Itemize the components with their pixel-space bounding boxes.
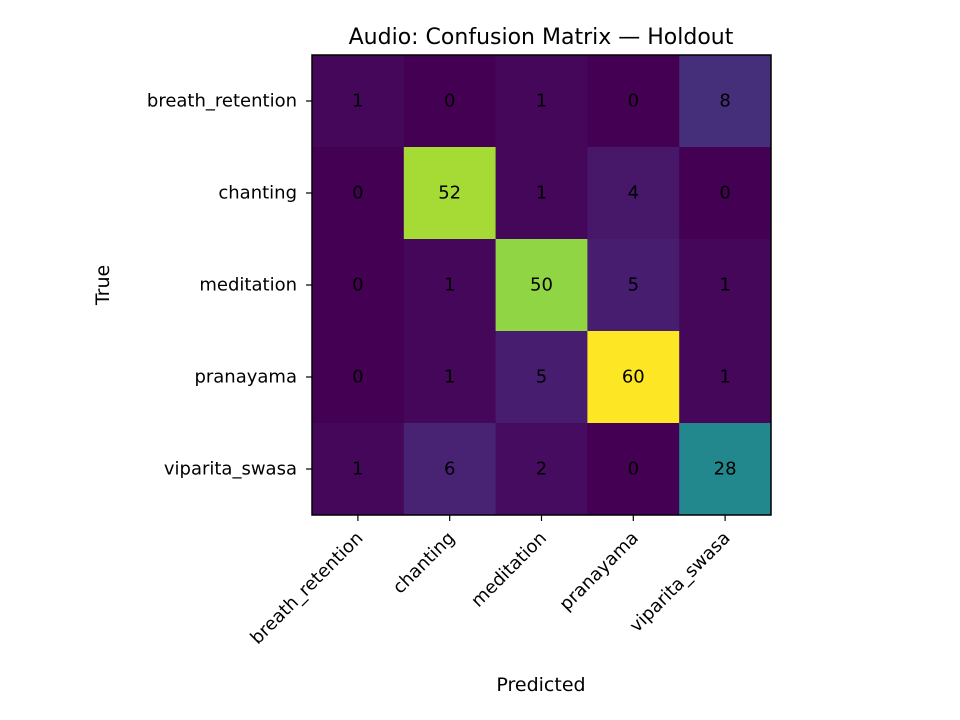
cell-value-label: 6 — [444, 459, 455, 480]
cell-value-label: 5 — [536, 367, 547, 388]
heatmap-cell — [403, 147, 497, 240]
heatmap-cell — [495, 147, 588, 240]
x-tick-label: pranayama — [555, 528, 642, 615]
cell-value-labels: 1 0 1 0 8 0 52 1 4 0 0 1 50 5 1 0 1 5 60 1 1 6 2 0 28 — [352, 91, 736, 480]
cell-value-label: 1 — [719, 367, 730, 388]
heatmap-cell — [312, 239, 405, 332]
heatmap-cell — [587, 55, 680, 148]
cell-value-label: 1 — [352, 459, 363, 480]
heatmap-cell — [495, 423, 588, 516]
heatmap-cell — [312, 147, 405, 240]
heatmap-cell — [587, 423, 680, 516]
heatmap-cell — [495, 55, 588, 148]
cell-value-label: 50 — [530, 275, 553, 296]
x-tick-label: viparita_swasa — [626, 528, 735, 637]
cell-value-label: 2 — [536, 459, 547, 480]
x-tick-label: meditation — [467, 528, 551, 612]
x-tick-label: chanting — [389, 528, 459, 598]
heatmap-cell — [679, 239, 772, 332]
heatmap-cell — [587, 239, 680, 332]
heatmap-cell — [403, 331, 497, 424]
y-tick-label: meditation — [199, 275, 297, 296]
cell-value-label: 1 — [536, 183, 547, 204]
x-axis-label: Predicted — [496, 674, 585, 696]
cell-value-label: 52 — [438, 183, 461, 204]
cell-value-label: 60 — [622, 367, 645, 388]
y-axis-ticks: breath_retention chanting meditation pranay… — [147, 91, 312, 480]
cell-value-label: 1 — [444, 367, 455, 388]
heatmap-cell — [679, 423, 772, 516]
chart-title: Audio: Confusion Matrix — Holdout — [349, 25, 734, 50]
heatmap-cell — [312, 423, 405, 516]
cell-value-label: 8 — [719, 91, 730, 112]
y-tick-label: chanting — [218, 183, 297, 204]
heatmap-cell — [587, 147, 680, 240]
x-tick-label: breath_retention — [246, 528, 367, 649]
cell-value-label: 0 — [444, 91, 455, 112]
heatmap-cell — [679, 147, 772, 240]
cell-value-label: 1 — [719, 275, 730, 296]
cell-value-label: 1 — [444, 275, 455, 296]
cell-value-label: 0 — [628, 459, 639, 480]
cell-value-label: 1 — [352, 91, 363, 112]
heatmap-cell — [403, 423, 497, 516]
cell-value-label: 4 — [628, 183, 639, 204]
heatmap-cell — [312, 331, 405, 424]
heatmap-cell — [403, 55, 497, 148]
cell-value-label: 0 — [352, 275, 363, 296]
cell-value-label: 0 — [352, 367, 363, 388]
y-tick-label: breath_retention — [147, 91, 297, 112]
cell-value-label: 0 — [719, 183, 730, 204]
heatmap-cell — [679, 55, 772, 148]
y-tick-label: viparita_swasa — [164, 459, 297, 480]
heatmap-cell — [587, 331, 680, 424]
heatmap-cell — [495, 239, 588, 332]
y-axis-label: True — [92, 265, 114, 306]
heatmap-cell — [495, 331, 588, 424]
heatmap-cell — [403, 239, 497, 332]
heatmap-cell — [679, 331, 772, 424]
cell-value-label: 5 — [628, 275, 639, 296]
heatmap-cell — [312, 55, 405, 148]
heatmap-cells — [312, 55, 772, 516]
cell-value-label: 1 — [536, 91, 547, 112]
x-axis-ticks: breath_retention chanting meditation pranay… — [246, 515, 735, 649]
cell-value-label: 28 — [714, 459, 737, 480]
cell-value-label: 0 — [352, 183, 363, 204]
y-tick-label: pranayama — [194, 367, 297, 388]
cell-value-label: 0 — [628, 91, 639, 112]
